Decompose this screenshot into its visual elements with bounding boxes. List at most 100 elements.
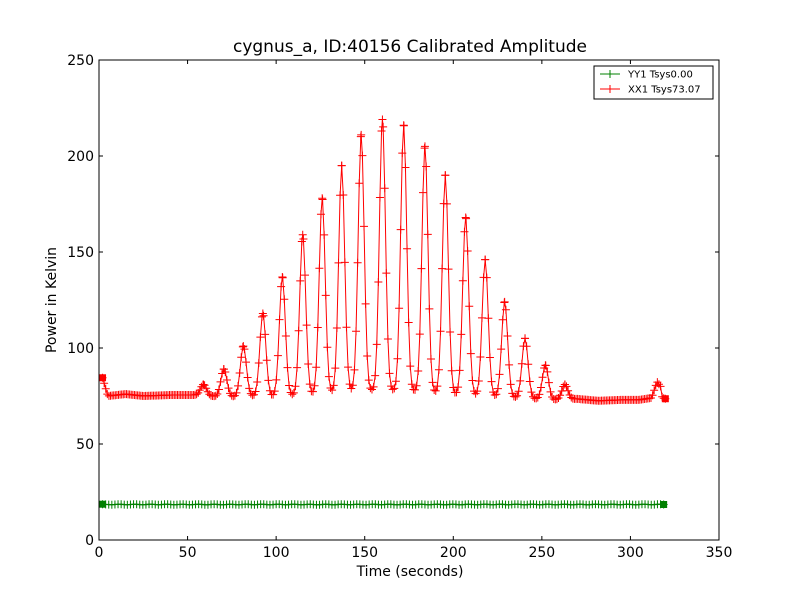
xx1-point (378, 115, 387, 124)
xx1-point (403, 244, 412, 253)
xx1-point (291, 382, 300, 391)
xx1-point (251, 387, 260, 396)
xx1-point (347, 384, 356, 393)
xx1-point (353, 258, 362, 267)
xx1-point (391, 377, 400, 386)
xx1-point (407, 380, 416, 389)
xx1-point (324, 372, 333, 381)
xx1-point (313, 323, 322, 332)
xx1-point (425, 304, 434, 313)
xx1-point (280, 295, 289, 304)
xx1-point (101, 384, 110, 393)
y-tick-label: 150 (67, 245, 94, 261)
xx1-point (474, 376, 483, 385)
xx1-point (511, 392, 520, 401)
y-tick-label: 250 (67, 53, 94, 69)
xx1-point (500, 297, 509, 306)
xx1-point (458, 276, 467, 285)
xx1-point (218, 369, 227, 378)
xx1-point (371, 371, 380, 380)
legend-entry-xx1: XX1 Tsys73.07 (600, 85, 701, 96)
xx1-point (357, 130, 366, 139)
xx1-point (492, 390, 501, 399)
xx1-point (498, 315, 507, 324)
xx1-point (316, 210, 325, 219)
xx1-point (556, 391, 565, 400)
xx1-point (527, 388, 536, 397)
xx1-point (304, 359, 313, 368)
xx1-point (246, 389, 255, 398)
xx1-point (404, 318, 413, 327)
xx1-point (506, 380, 515, 389)
xx1-point (444, 265, 453, 274)
xx1-point (546, 387, 555, 396)
xx1-point (298, 230, 307, 239)
xx1-point (299, 235, 308, 244)
xx1-point (232, 388, 241, 397)
xx1-start-marker (99, 374, 107, 382)
xx1-point (430, 386, 439, 395)
x-tick-label: 150 (351, 545, 378, 561)
xx1-point (242, 358, 251, 367)
xx1-point (447, 366, 456, 375)
xx1-point (564, 386, 573, 395)
xx1-point (423, 230, 432, 239)
plot-area (98, 115, 670, 509)
xx1-point (308, 387, 317, 396)
xx1-point (436, 327, 445, 336)
x-tick-label: 0 (95, 545, 104, 561)
xx1-point (229, 392, 238, 401)
xx1-point (567, 393, 576, 402)
xx1-point (532, 394, 541, 403)
xx1-point (513, 391, 522, 400)
xx1-point (264, 376, 273, 385)
xx1-point (213, 389, 222, 398)
xx1-point (544, 378, 553, 387)
xx1-point (388, 385, 397, 394)
xx1-point (654, 380, 663, 389)
xx1-point (420, 142, 429, 151)
xx1-point (383, 335, 392, 344)
xx1-point (261, 330, 270, 339)
axes-frame (98, 59, 720, 541)
xx1-point (360, 222, 369, 231)
xx1-point (433, 382, 442, 391)
xx1-point (195, 386, 204, 395)
xx1-point (452, 388, 461, 397)
xx1-point (293, 363, 302, 372)
xx1-point (237, 353, 246, 362)
xx1-point (485, 353, 494, 362)
xx1-point (415, 330, 424, 339)
xx1-point (214, 385, 223, 394)
xx1-point (455, 366, 464, 375)
xx1-point (345, 380, 354, 389)
xx1-point (481, 255, 490, 264)
xx1-point (253, 377, 262, 386)
xx1-point (278, 273, 287, 282)
x-tick-label: 100 (263, 545, 290, 561)
xx1-point (418, 188, 427, 197)
xx1-point (529, 392, 537, 401)
xx1-point (245, 384, 254, 393)
xx1-point (465, 302, 474, 311)
xx1-point (543, 367, 552, 376)
xx1-point (501, 305, 510, 314)
xx1-point (202, 384, 211, 393)
xx1-point (259, 311, 268, 320)
xx1-point (375, 193, 384, 202)
xx1-point (434, 365, 443, 374)
xx1-point (289, 388, 298, 397)
chart-title: cygnus_a, ID:40156 Calibrated Amplitude (233, 37, 587, 57)
xx1-point (536, 383, 545, 392)
xx1-point (522, 342, 531, 351)
xx1-point (272, 375, 281, 384)
xx1-point (463, 247, 472, 256)
legend-box (593, 65, 714, 100)
x-tick-label: 300 (617, 545, 644, 561)
xx1-point (454, 383, 463, 392)
legend-marker-xx1 (606, 85, 614, 93)
xx1-point (385, 369, 394, 378)
xx1-point (562, 382, 571, 391)
